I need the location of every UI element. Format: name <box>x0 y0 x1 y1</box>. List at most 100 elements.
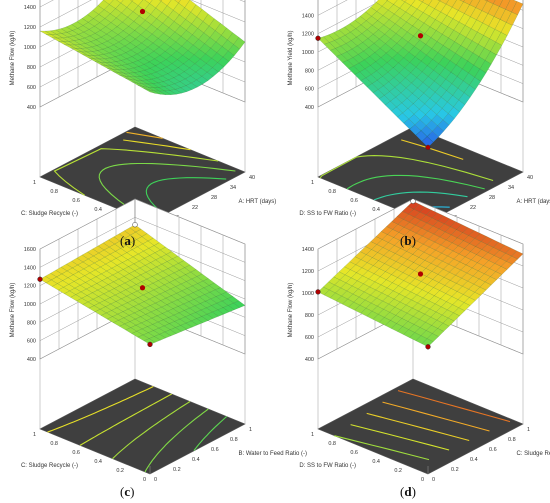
contour-line <box>382 401 490 432</box>
z-axis-label: Methane Flow (kg/h) <box>288 283 294 338</box>
z-tick-label: 600 <box>305 335 314 341</box>
y-tick-label: 0.4 <box>94 459 102 465</box>
y-tick-label: 1 <box>311 432 314 438</box>
x-tick-label: 0.6 <box>489 447 497 453</box>
x-tick-label: 0.6 <box>211 447 219 453</box>
x-axis-label: A: HRT (days) <box>239 199 277 205</box>
y-axis-label: D: SS to FW Ratio (-) <box>299 463 356 469</box>
x-axis-label: C: Sludge Recycle (-) <box>517 451 550 457</box>
x-axis-label: A: HRT (days) <box>517 199 550 205</box>
z-gridline <box>39 0 246 28</box>
z-tick-label: 1200 <box>302 269 314 275</box>
z-tick-label: 600 <box>27 85 36 91</box>
y-tick-label: 0.6 <box>350 450 358 456</box>
z-tick-label: 600 <box>27 339 36 345</box>
contour-floor <box>39 378 246 475</box>
chart-panel-a: 400 600 800 1000 1200 1400 Methane Flow (kg/h)… <box>10 0 276 231</box>
y-tick-label: 1 <box>33 432 36 438</box>
contour-line <box>397 390 511 423</box>
surface-cell <box>159 0 163 2</box>
surface-cell <box>116 0 124 4</box>
design-point <box>147 341 153 348</box>
z-tick-label: 400 <box>27 357 36 363</box>
y-tick-label: 0.4 <box>372 207 380 213</box>
contour-line <box>319 155 494 182</box>
surface-cell <box>130 0 134 2</box>
surface-cell <box>487 0 496 4</box>
surface-cell <box>439 0 449 5</box>
design-point <box>315 289 321 295</box>
z-tick-label: 800 <box>305 68 314 74</box>
contour-line <box>79 393 172 446</box>
z-tick-label: 800 <box>27 320 36 326</box>
y-tick-label: 0.6 <box>72 450 80 456</box>
z-tick-label: 400 <box>305 105 314 111</box>
surface-cell <box>386 0 389 1</box>
y-tick-label: 0.6 <box>72 198 80 204</box>
panel-label-b: (b) <box>400 233 416 248</box>
x-axis-label: B: Water to Feed Ratio (-) <box>239 451 307 457</box>
z-tick-label: 600 <box>305 87 314 93</box>
surface-cell <box>233 37 246 50</box>
panel-label-d: (d) <box>400 484 416 499</box>
design-point <box>132 222 138 228</box>
surface-cell <box>437 0 441 2</box>
contour-line <box>145 177 227 212</box>
design-point <box>425 144 431 151</box>
x-tick-label: 0.8 <box>230 437 238 443</box>
contour-floor <box>317 378 524 475</box>
surface-cell <box>459 0 465 2</box>
z-tick-label: 1000 <box>24 45 36 51</box>
panel-label-a: (a) <box>120 233 136 248</box>
design-point <box>417 271 424 277</box>
z-axis-label: Methane Flow (kg/h) <box>10 283 16 338</box>
y-tick-label: 0.4 <box>372 459 380 465</box>
x-tick-label: 0.4 <box>470 457 478 463</box>
design-point <box>37 276 43 282</box>
surface-cell <box>174 0 181 4</box>
contour-line <box>334 435 430 461</box>
contour-line <box>366 412 470 442</box>
y-tick-label: 0 <box>421 477 424 483</box>
x-tick-label: 0.2 <box>173 467 181 473</box>
y-axis-label: D: SS to FW Ratio (-) <box>299 211 356 217</box>
surface-cell <box>511 1 524 15</box>
x-tick-label: 22 <box>470 205 476 211</box>
surface-cell <box>418 0 425 3</box>
x-tick-label: 28 <box>211 195 217 201</box>
z-tick-label: 1000 <box>302 50 314 56</box>
contour-line <box>98 162 236 215</box>
y-axis-label: C: Sludge Recycle (-) <box>21 211 78 217</box>
design-point <box>315 35 321 41</box>
chart-panel-c: 400 600 800 1000 1200 1400 1600 Methane Flow (k… <box>10 198 307 483</box>
y-tick-label: 0.6 <box>350 198 358 204</box>
y-tick-label: 1 <box>311 180 314 186</box>
y-tick-label: 0.8 <box>50 189 58 195</box>
x-tick-label: 34 <box>508 185 514 191</box>
design-point <box>139 8 146 15</box>
chart-panel-b: 400 600 800 1000 1200 1400 1600 Methane Yield (… <box>288 0 550 231</box>
x-tick-label: 0 <box>154 477 157 483</box>
z-tick-label: 1400 <box>24 265 36 271</box>
surface-cell <box>493 0 503 7</box>
x-tick-label: 0.4 <box>192 457 200 463</box>
contour-line <box>373 191 468 201</box>
z-tick-label: 800 <box>27 65 36 71</box>
z-tick-label: 1000 <box>24 302 36 308</box>
z-tick-label: 400 <box>27 105 36 111</box>
surface-cell <box>463 0 473 5</box>
design-point <box>410 198 416 204</box>
design-point <box>425 344 431 350</box>
z-tick-label: 1200 <box>302 32 314 38</box>
z-tick-label: 1600 <box>24 247 36 253</box>
surface-cell <box>144 0 153 4</box>
x-tick-label: 0.8 <box>508 437 516 443</box>
y-tick-label: 0.2 <box>116 468 124 474</box>
z-axis-label: Methane Yield (kg/h) <box>288 30 294 85</box>
y-tick-label: 0 <box>143 477 146 483</box>
z-tick-label: 1000 <box>302 291 314 297</box>
contour-line <box>193 416 228 451</box>
y-tick-label: 1 <box>33 180 36 186</box>
contour-line <box>350 424 450 451</box>
y-tick-label: 0.2 <box>394 468 402 474</box>
